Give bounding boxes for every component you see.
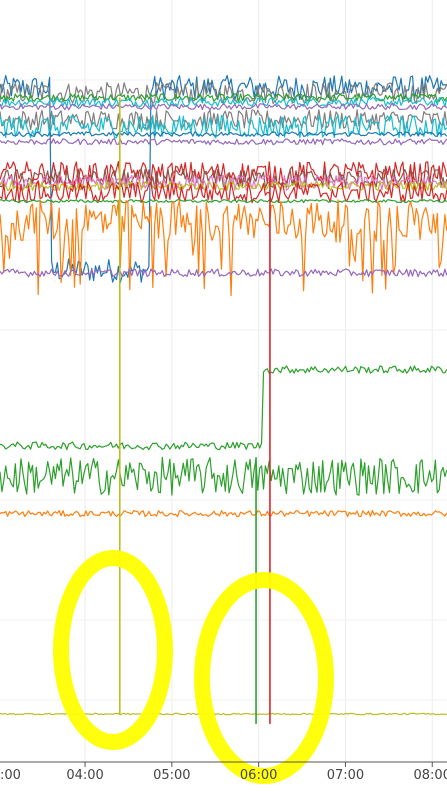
series-line bbox=[0, 103, 447, 111]
x-tick-label: :00 bbox=[0, 768, 21, 783]
highlight-circle bbox=[53, 550, 173, 750]
series-line bbox=[0, 199, 447, 297]
x-tick-label: 07:00 bbox=[327, 768, 364, 783]
series-line bbox=[0, 161, 447, 185]
x-axis-ticks: :00 04:00 05:00 06:00 07:00 08:00 bbox=[0, 762, 447, 783]
spike-group bbox=[118, 97, 271, 724]
x-tick-label: 05:00 bbox=[153, 768, 190, 783]
series-line bbox=[0, 131, 447, 137]
series-line bbox=[0, 114, 447, 139]
series-line bbox=[0, 268, 447, 278]
highlight-annotations bbox=[53, 550, 334, 784]
x-tick-label: 08:00 bbox=[414, 768, 447, 783]
series-group bbox=[0, 74, 447, 716]
series-line bbox=[0, 180, 447, 204]
series-line bbox=[0, 199, 447, 204]
series-line bbox=[0, 93, 447, 102]
series-line bbox=[0, 138, 447, 146]
x-tick-label: 04:00 bbox=[66, 768, 103, 783]
series-line bbox=[0, 109, 447, 131]
series-line bbox=[0, 365, 447, 451]
series-line bbox=[0, 456, 447, 496]
x-tick-label: 06:00 bbox=[240, 768, 277, 783]
highlight-circle bbox=[194, 572, 334, 784]
series-line bbox=[0, 509, 447, 518]
